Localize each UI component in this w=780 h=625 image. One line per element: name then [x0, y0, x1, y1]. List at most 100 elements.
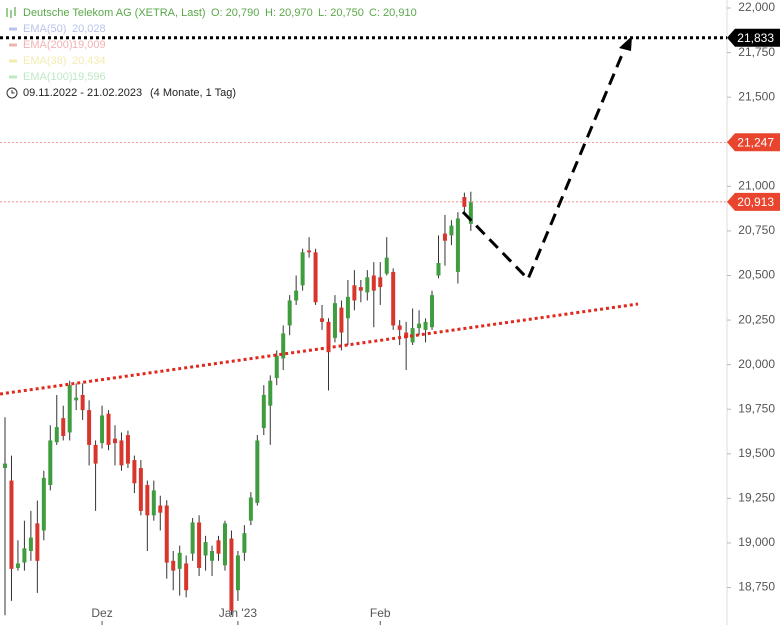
instrument-title: Deutsche Telekom AG (XETRA, Last)	[23, 7, 206, 19]
candle-body	[74, 397, 79, 401]
candle-body	[300, 252, 305, 286]
candle-body	[436, 263, 441, 276]
candle-body	[22, 548, 27, 563]
candle-body	[442, 233, 447, 241]
y-tick-label: 21,500	[738, 89, 775, 103]
indicator-name: EMA(200)	[23, 39, 73, 51]
clock-hand	[11, 90, 15, 94]
candle-body	[365, 277, 370, 293]
candle-body	[352, 285, 357, 301]
y-tick-label: 19,250	[738, 491, 775, 505]
candle-body	[222, 523, 227, 566]
legend-swatch	[9, 27, 17, 31]
candle-body	[41, 477, 46, 531]
candle-body	[371, 275, 376, 291]
candle-body	[61, 418, 66, 436]
level-label: 21,247	[737, 135, 774, 149]
candle-body	[417, 323, 422, 329]
candle-body	[48, 440, 53, 486]
level-badge	[727, 192, 780, 211]
y-tick-label: 20,000	[738, 357, 775, 371]
indicator-value: 20,434	[72, 55, 106, 67]
plot-area	[0, 36, 727, 616]
header: Deutsche Telekom AG (XETRA, Last) O: 20,…	[6, 7, 417, 99]
date-span: (4 Monate, 1 Tag)	[150, 87, 236, 99]
candle-body	[80, 394, 85, 411]
candle-body	[255, 440, 260, 503]
candle-body	[210, 550, 215, 561]
candle-body	[235, 555, 240, 591]
clock-icon	[6, 87, 18, 99]
candle-body	[281, 333, 286, 359]
candle-body	[391, 271, 396, 326]
candle-body	[119, 440, 124, 466]
candle-body	[93, 444, 98, 464]
candle-body	[242, 533, 247, 553]
candle-body	[145, 485, 150, 516]
projection-arrow	[461, 49, 626, 282]
ohlc-open: O: 20,790	[211, 7, 259, 19]
candle-body	[423, 321, 428, 330]
candle-body	[268, 380, 273, 406]
candle-body	[87, 410, 92, 445]
y-tick-label: 19,750	[738, 401, 775, 415]
level-label: 21,833	[737, 31, 774, 45]
candle-body	[112, 438, 117, 444]
arrow-head	[619, 36, 632, 51]
x-tick-label: Dez	[91, 606, 112, 620]
candle-body	[125, 435, 130, 464]
indicator-name: EMA(100)	[23, 71, 73, 83]
candle-body	[197, 522, 202, 568]
trend-line	[0, 302, 639, 396]
ohlc-close: C: 20,910	[369, 7, 417, 19]
level-badge	[727, 28, 780, 47]
candle-body	[397, 325, 402, 330]
candle-body	[449, 225, 454, 236]
candle-body	[100, 415, 105, 444]
y-tick-label: 20,500	[738, 268, 775, 282]
candle-body	[106, 413, 111, 445]
legend-swatch	[9, 59, 17, 63]
indicator-value: 19,596	[72, 71, 106, 83]
candle-body	[468, 202, 473, 224]
y-tick-label: 19,500	[738, 446, 775, 460]
candle-body	[132, 460, 137, 484]
candle-body	[462, 197, 467, 207]
candle-body	[339, 307, 344, 333]
legend-swatch	[9, 43, 17, 47]
ohlc-low: L: 20,750	[318, 7, 364, 19]
candle-body	[455, 218, 460, 272]
candle-body	[358, 287, 363, 291]
y-tick-label: 20,750	[738, 223, 775, 237]
candle-body	[261, 394, 266, 428]
chart-icon	[6, 7, 16, 18]
x-tick-label: Feb	[370, 606, 391, 620]
candle-body	[190, 522, 195, 554]
candle-body	[3, 463, 7, 469]
candle-body	[326, 321, 331, 353]
candle-body	[67, 385, 72, 433]
candle-body	[54, 427, 59, 443]
y-tick-label: 21,000	[738, 179, 775, 193]
candle-body	[384, 257, 389, 274]
ohlc-high: H: 20,970	[265, 7, 313, 19]
level-label: 20,913	[737, 195, 774, 209]
candle-body	[28, 537, 33, 551]
candle-body	[229, 538, 234, 611]
indicator-name: EMA(50)	[23, 23, 66, 35]
y-tick-label: 18,750	[738, 580, 775, 594]
legend-swatch	[9, 75, 17, 79]
candle-body	[320, 318, 325, 322]
level-badge	[727, 133, 780, 152]
candle-body	[216, 540, 221, 554]
y-tick-label: 20,250	[738, 312, 775, 326]
candle-body	[203, 542, 208, 556]
candle-body	[184, 563, 189, 591]
candle-body	[158, 505, 163, 513]
date-range: 09.11.2022 - 21.02.2023	[23, 87, 142, 99]
candle-body	[274, 355, 279, 379]
y-tick-label: 21,750	[738, 45, 775, 59]
candle-body	[294, 290, 299, 301]
